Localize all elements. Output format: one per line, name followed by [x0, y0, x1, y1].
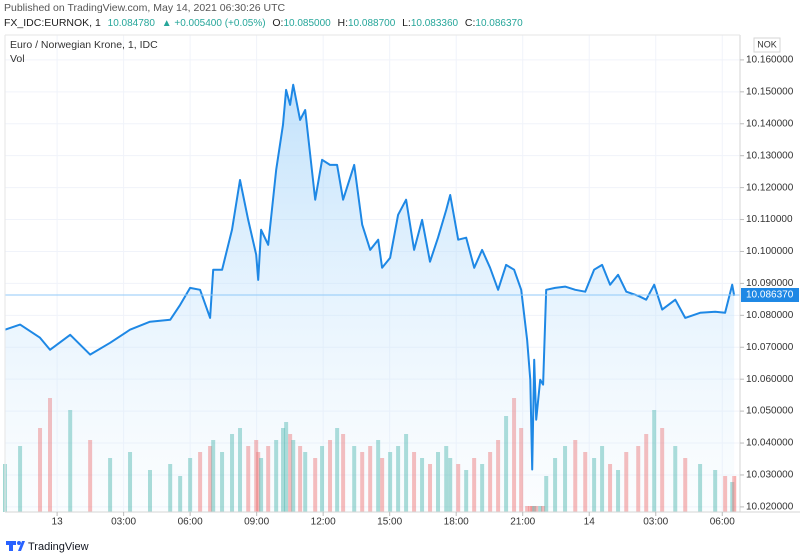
- x-tick-label: 12:00: [311, 517, 336, 528]
- volume-legend: Vol: [10, 53, 25, 65]
- y-tick-label: 10.100000: [746, 246, 794, 257]
- axes: 10.020000 10.030000 10.040000 10.050000 10.0…: [52, 55, 799, 528]
- x-tick-label: 18:00: [444, 517, 469, 528]
- y-tick-label: 10.040000: [746, 438, 794, 449]
- x-tick-label: 03:00: [111, 517, 136, 528]
- y-tick-label: 10.160000: [746, 55, 794, 66]
- currency: NOK: [757, 39, 777, 49]
- y-tick-label: 10.090000: [746, 278, 794, 289]
- x-tick-label: 15:00: [377, 517, 402, 528]
- symbol-line: FX_IDC:EURNOK, 1 10.084780 ▲ +0.005400 (…: [4, 17, 523, 29]
- ohlc-value: 10.085000: [283, 18, 331, 29]
- last-price-box: [741, 287, 799, 302]
- y-tick-label: 10.080000: [746, 310, 794, 321]
- x-tick-label: 06:00: [178, 517, 203, 528]
- y-tick-label: 10.070000: [746, 342, 794, 353]
- last-price-label: 10.086370: [746, 290, 794, 301]
- ohlc-label: O:: [272, 17, 283, 29]
- y-tick-label: 10.150000: [746, 86, 794, 97]
- ohlc-label: C:: [465, 17, 476, 29]
- currency-box: [753, 37, 781, 53]
- x-tick-label: 21:00: [510, 517, 535, 528]
- price-line: [4, 83, 736, 471]
- y-tick-label: 10.120000: [746, 182, 794, 193]
- ohlc-label: H:: [338, 17, 349, 29]
- published-note: Published on TradingView.com, May 14, 20…: [4, 2, 286, 14]
- ohlc-label: L:: [402, 17, 411, 29]
- y-tick-label: 10.060000: [746, 374, 794, 385]
- volume-bar: [732, 476, 737, 512]
- x-tick-label: 03:00: [643, 517, 668, 528]
- y-tick-label: 10.030000: [746, 470, 794, 481]
- series-legend: Euro / Norwegian Krone, 1, IDC: [10, 39, 158, 51]
- x-tick-label: 06:00: [710, 517, 735, 528]
- x-tick-label: 09:00: [244, 517, 269, 528]
- area-fill: [5, 84, 735, 513]
- y-tick-label: 10.020000: [746, 502, 794, 513]
- brand-logo: [6, 541, 25, 551]
- last: 10.084780: [108, 18, 156, 29]
- brand: TradingView: [28, 541, 89, 553]
- ohlc-value: 10.083360: [411, 18, 459, 29]
- symbol: FX_IDC:EURNOK, 1: [4, 17, 101, 29]
- plot: [4, 83, 740, 513]
- y-tick-label: 10.110000: [746, 214, 793, 225]
- x-tick-label: 14: [584, 517, 596, 528]
- ohlc-value: 10.088700: [348, 18, 396, 29]
- y-tick-label: 10.050000: [746, 406, 794, 417]
- x-tick-label: 13: [52, 517, 64, 528]
- change: ▲ +0.005400 (+0.05%): [162, 18, 266, 29]
- y-tick-label: 10.140000: [746, 118, 794, 129]
- y-tick-label: 10.130000: [746, 150, 794, 161]
- ohlc-value: 10.086370: [475, 18, 523, 29]
